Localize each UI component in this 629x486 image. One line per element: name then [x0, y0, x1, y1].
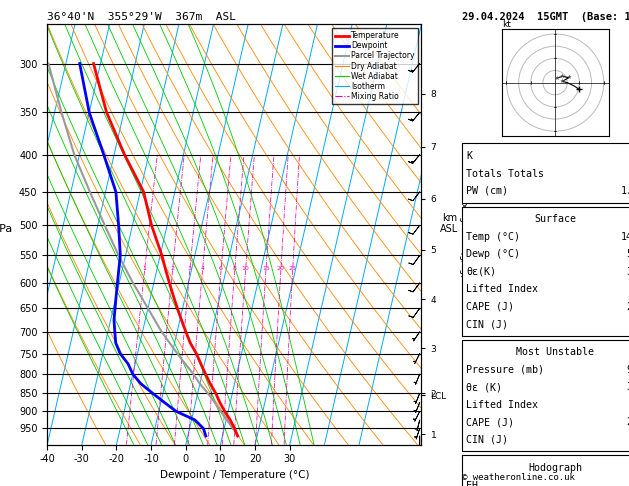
Text: CAPE (J): CAPE (J): [466, 417, 514, 427]
Text: CIN (J): CIN (J): [466, 435, 508, 445]
Text: 15: 15: [262, 266, 270, 271]
Text: CAPE (J): CAPE (J): [466, 302, 514, 312]
Text: 25: 25: [289, 266, 296, 271]
Text: 14.4: 14.4: [621, 232, 629, 242]
Text: kt: kt: [502, 20, 511, 29]
Text: 6: 6: [219, 266, 223, 271]
Text: Hodograph: Hodograph: [528, 463, 582, 473]
Y-axis label: hPa: hPa: [0, 225, 13, 235]
Text: 20: 20: [277, 266, 285, 271]
Text: 973: 973: [626, 365, 629, 375]
Text: ★: ★: [560, 74, 565, 79]
Text: Temp (°C): Temp (°C): [466, 232, 520, 242]
Y-axis label: km
ASL: km ASL: [440, 213, 459, 235]
Text: θε(K): θε(K): [466, 267, 496, 277]
Text: 209: 209: [626, 417, 629, 427]
Text: Lifted Index: Lifted Index: [466, 400, 538, 410]
Text: θε (K): θε (K): [466, 382, 502, 392]
Text: 306: 306: [626, 382, 629, 392]
Text: ★: ★: [554, 75, 559, 81]
Text: © weatheronline.co.uk: © weatheronline.co.uk: [462, 473, 575, 482]
Text: Most Unstable: Most Unstable: [516, 347, 594, 357]
Text: 10: 10: [242, 266, 250, 271]
Legend: Temperature, Dewpoint, Parcel Trajectory, Dry Adiabat, Wet Adiabat, Isotherm, Mi: Temperature, Dewpoint, Parcel Trajectory…: [332, 28, 418, 104]
Text: PW (cm): PW (cm): [466, 186, 508, 196]
Text: 3: 3: [187, 266, 192, 271]
Text: 8: 8: [233, 266, 237, 271]
Text: Totals Totals: Totals Totals: [466, 169, 544, 178]
Text: 36°40'N  355°29'W  367m  ASL: 36°40'N 355°29'W 367m ASL: [47, 12, 236, 22]
Text: Mixing Ratio (g/kg): Mixing Ratio (g/kg): [459, 191, 468, 278]
Text: 1: 1: [143, 266, 147, 271]
Text: 209: 209: [626, 302, 629, 312]
Text: 29.04.2024  15GMT  (Base: 12): 29.04.2024 15GMT (Base: 12): [462, 12, 629, 22]
Text: 2: 2: [170, 266, 174, 271]
Text: 306: 306: [626, 267, 629, 277]
Text: Pressure (mb): Pressure (mb): [466, 365, 544, 375]
Text: EH: EH: [466, 481, 478, 486]
Text: 1.19: 1.19: [621, 186, 629, 196]
Text: K: K: [466, 151, 472, 161]
Text: ★: ★: [566, 75, 571, 80]
Text: Dewp (°C): Dewp (°C): [466, 249, 520, 259]
Text: Surface: Surface: [534, 214, 576, 224]
X-axis label: Dewpoint / Temperature (°C): Dewpoint / Temperature (°C): [160, 470, 309, 480]
Text: 5.2: 5.2: [626, 249, 629, 259]
Text: ★: ★: [560, 79, 565, 84]
Text: CIN (J): CIN (J): [466, 319, 508, 329]
Text: 4: 4: [201, 266, 204, 271]
Text: Lifted Index: Lifted Index: [466, 284, 538, 294]
